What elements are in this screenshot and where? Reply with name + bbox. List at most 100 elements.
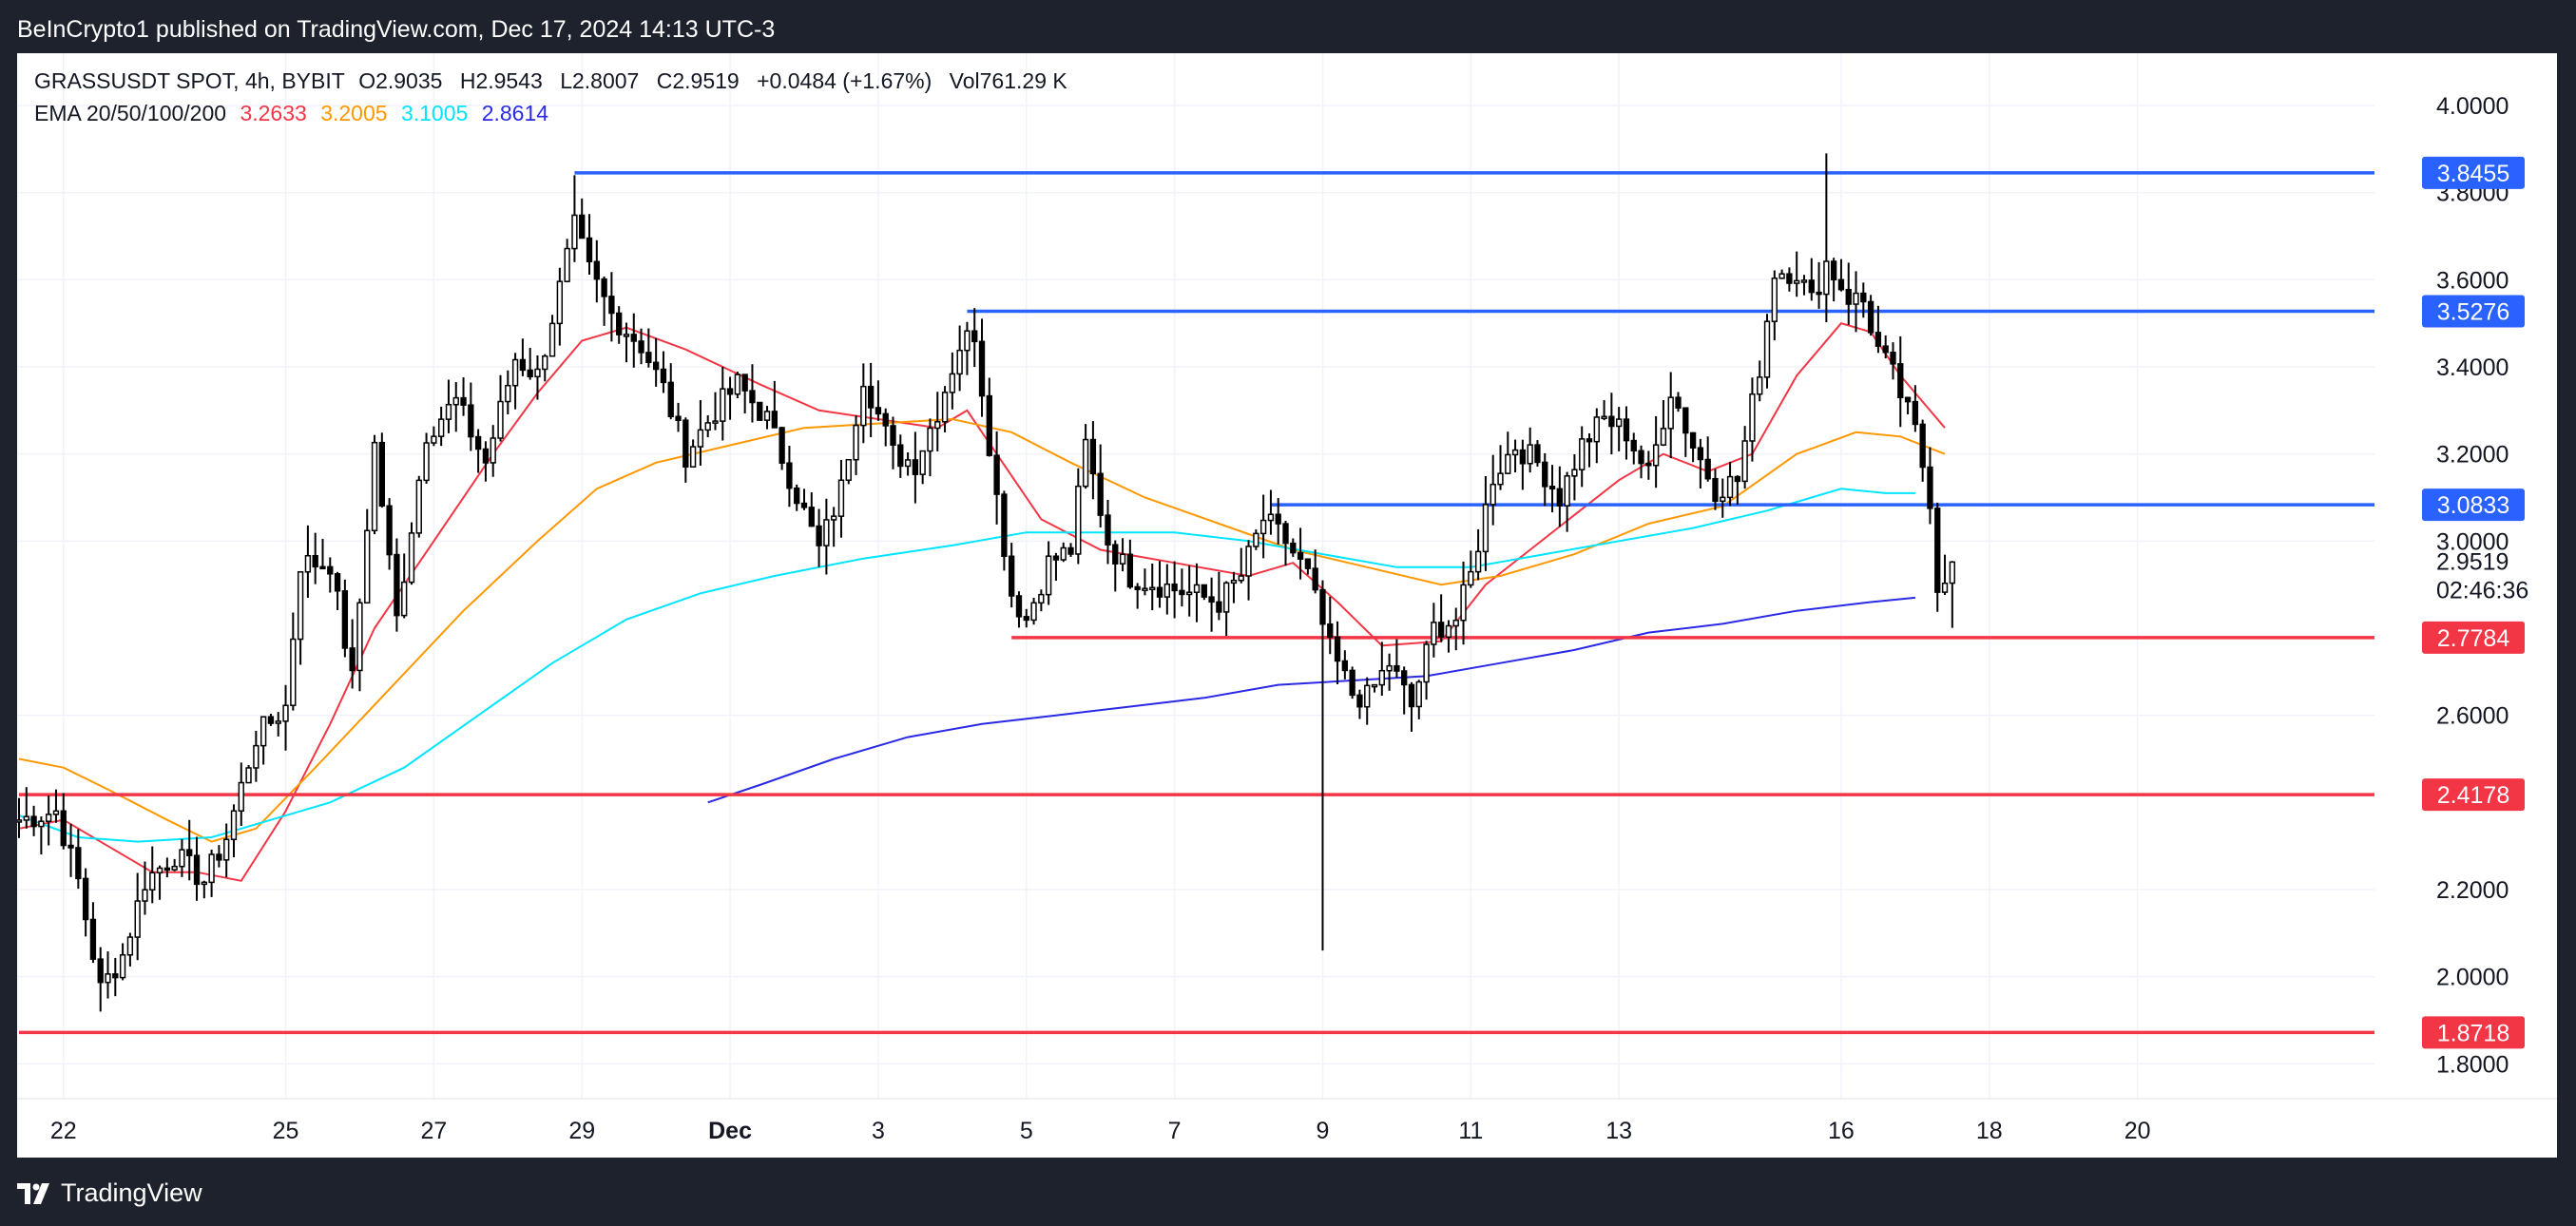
candle-up xyxy=(623,334,630,337)
price-chart[interactable]: 4.00003.80003.60003.40003.20003.00002.60… xyxy=(17,53,2557,1158)
candle-down xyxy=(579,214,586,239)
candle-down xyxy=(1542,461,1548,488)
candle-down xyxy=(638,340,644,354)
candle-down xyxy=(1023,616,1029,622)
ohlc-row: GRASSUSDT SPOT, 4h, BYBIT O2.9035 H2.954… xyxy=(34,65,1079,97)
candle-up xyxy=(1749,393,1756,442)
resistance-level-value: 3.8455 xyxy=(2437,161,2509,187)
candle-down xyxy=(1830,260,1837,281)
candle-up xyxy=(571,214,578,250)
candle-down xyxy=(67,844,74,849)
candle-up xyxy=(1941,583,1949,593)
candle-up xyxy=(1038,593,1045,604)
candle-up xyxy=(860,385,867,427)
candle-down xyxy=(327,565,334,575)
chart-panel[interactable]: 4.0000 3.8000 3.6000 3.4000 3.2000 3.0000 2.60… xyxy=(17,53,2557,1158)
candle-up xyxy=(238,781,244,813)
candle-up xyxy=(1060,546,1067,561)
candle-down xyxy=(394,553,400,617)
ema100-line xyxy=(18,488,1915,843)
candle-up xyxy=(171,865,178,871)
candle-up xyxy=(1082,438,1089,488)
y-tick-label: 2.6000 xyxy=(2436,703,2509,730)
chart-legend: GRASSUSDT SPOT, 4h, BYBIT O2.9035 H2.954… xyxy=(34,65,1079,129)
candle-up xyxy=(1474,550,1482,573)
candle-up xyxy=(1142,587,1148,591)
candle-up xyxy=(1245,546,1252,577)
candle-down xyxy=(890,425,896,446)
candle-up xyxy=(38,820,45,828)
candle-down xyxy=(1216,601,1222,613)
candle-down xyxy=(1630,439,1637,452)
ema-row: EMA 20/50/100/200 3.2633 3.2005 3.1005 2… xyxy=(34,97,1079,129)
candle-up xyxy=(282,704,289,722)
candle-down xyxy=(779,427,785,464)
tradingview-logo[interactable]: TradingView xyxy=(17,1178,202,1208)
candle-down xyxy=(334,573,341,592)
candle-down xyxy=(794,487,800,505)
last-candle xyxy=(1949,561,1955,584)
candle-down xyxy=(89,918,97,960)
resistance-level-badge xyxy=(2422,295,2525,328)
support-level-value: 2.4178 xyxy=(2437,782,2509,809)
candle-up xyxy=(712,420,719,424)
x-tick-label: 11 xyxy=(1458,1118,1483,1144)
resistance-level-badge xyxy=(2422,156,2525,189)
candle-down xyxy=(1912,400,1919,426)
candle-down xyxy=(482,448,490,464)
current-price-label: 2.9519 xyxy=(2436,548,2509,575)
candle-up xyxy=(408,532,415,584)
candle-up xyxy=(46,814,52,822)
candle-down xyxy=(1586,438,1593,443)
candle-up xyxy=(1386,664,1393,672)
candle-up xyxy=(1452,619,1459,627)
candle-up xyxy=(1482,504,1490,553)
x-tick-label: 13 xyxy=(1605,1118,1632,1144)
candle-down xyxy=(1867,300,1874,334)
candle-down xyxy=(1297,551,1304,560)
candle-up xyxy=(1431,622,1437,645)
candle-up xyxy=(401,581,408,617)
ema-label[interactable]: EMA 20/50/100/200 xyxy=(34,101,227,125)
candle-down xyxy=(726,388,734,395)
ema200-line xyxy=(707,596,1915,804)
open-value: 2.9035 xyxy=(375,68,443,93)
candle-up xyxy=(142,889,148,902)
candle-up xyxy=(431,435,437,444)
candle-up xyxy=(290,638,297,706)
candle-down xyxy=(978,340,986,397)
candle-down xyxy=(1608,415,1615,428)
candle-up xyxy=(230,810,238,840)
candle-up xyxy=(364,529,371,604)
candle-down xyxy=(771,411,778,429)
candle-up xyxy=(689,446,697,468)
close-value: 2.9519 xyxy=(672,68,740,93)
candle-down xyxy=(1704,458,1711,480)
countdown-label: 02:46:36 xyxy=(2436,577,2528,603)
candle-up xyxy=(720,388,726,422)
candle-down xyxy=(1349,669,1355,697)
candle-down xyxy=(1112,544,1119,565)
x-tick-label: 7 xyxy=(1168,1118,1182,1144)
high-value: 2.9543 xyxy=(475,68,543,93)
candle-up xyxy=(1571,469,1578,477)
candle-down xyxy=(993,454,1000,495)
candle-up xyxy=(1223,582,1230,613)
candle-down xyxy=(875,407,882,415)
candle-up xyxy=(949,373,956,393)
candle-up xyxy=(105,973,111,984)
candle-up xyxy=(1511,449,1519,456)
symbol-info[interactable]: GRASSUSDT SPOT, 4h, BYBIT xyxy=(34,68,345,93)
candle-down xyxy=(1874,332,1882,347)
candle-down xyxy=(349,647,356,672)
candle-up xyxy=(1505,453,1511,474)
candle-up xyxy=(1045,555,1052,596)
y-tick-label: 2.0000 xyxy=(2436,965,2509,991)
candle-up xyxy=(134,900,141,938)
candle-up xyxy=(1378,669,1385,686)
candle-down xyxy=(786,462,793,489)
candle-up xyxy=(823,519,830,546)
candle-up xyxy=(853,424,859,461)
candle-up xyxy=(1778,273,1785,279)
open-label: O xyxy=(358,68,376,93)
